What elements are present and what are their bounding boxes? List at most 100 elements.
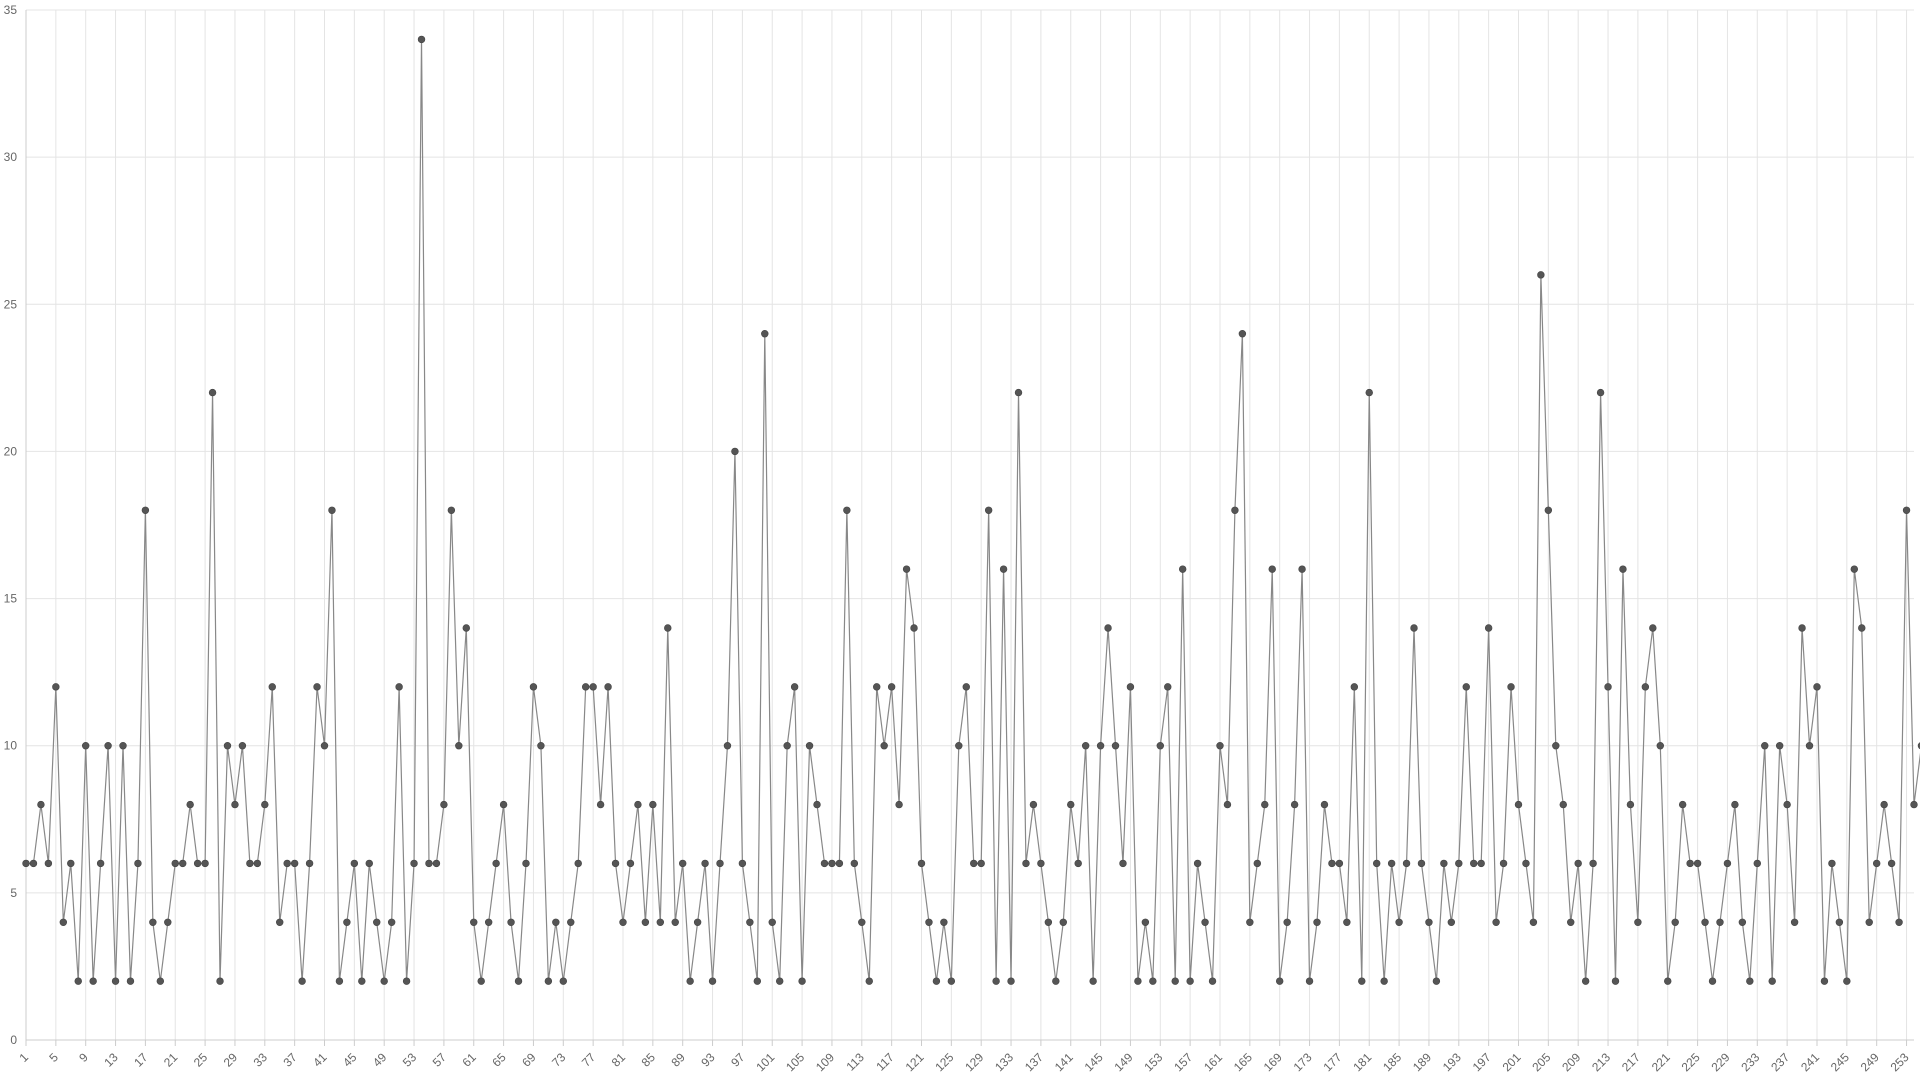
data-point[interactable] (1305, 977, 1314, 985)
data-point[interactable] (1462, 683, 1470, 691)
data-point[interactable] (492, 859, 500, 868)
data-point[interactable] (1298, 565, 1306, 573)
data-point[interactable] (343, 918, 351, 926)
data-point[interactable] (641, 918, 650, 926)
data-point[interactable] (843, 506, 851, 514)
data-point[interactable] (902, 565, 911, 573)
data-point[interactable] (313, 683, 321, 691)
data-point[interactable] (1052, 977, 1060, 985)
data-point[interactable] (477, 977, 485, 985)
data-point[interactable] (104, 742, 112, 750)
data-point[interactable] (1007, 977, 1015, 985)
data-point[interactable] (552, 918, 560, 926)
data-point[interactable] (193, 859, 202, 868)
data-point[interactable] (865, 977, 873, 985)
data-point[interactable] (410, 859, 418, 868)
data-point[interactable] (350, 859, 359, 868)
data-point[interactable] (1119, 859, 1127, 868)
data-point[interactable] (1880, 800, 1888, 809)
data-point[interactable] (253, 859, 262, 868)
data-point[interactable] (268, 683, 276, 691)
data-point[interactable] (723, 742, 732, 750)
data-point[interactable] (67, 859, 75, 868)
data-point[interactable] (1447, 918, 1456, 926)
data-point[interactable] (1619, 565, 1627, 573)
data-point[interactable] (776, 977, 784, 985)
data-point[interactable] (216, 977, 224, 985)
data-point[interactable] (925, 918, 933, 926)
data-point[interactable] (320, 742, 329, 750)
data-point[interactable] (74, 977, 82, 985)
data-point[interactable] (716, 859, 724, 868)
data-point[interactable] (1253, 859, 1262, 868)
data-point[interactable] (1522, 859, 1530, 868)
data-point[interactable] (1201, 918, 1209, 926)
data-point[interactable] (425, 859, 433, 868)
data-point[interactable] (1358, 977, 1366, 985)
data-point[interactable] (693, 918, 702, 926)
data-point[interactable] (1022, 859, 1030, 868)
data-point[interactable] (1798, 624, 1806, 632)
data-point[interactable] (1693, 859, 1702, 868)
data-point[interactable] (962, 683, 970, 691)
data-point[interactable] (1552, 742, 1560, 750)
data-point[interactable] (805, 742, 814, 750)
data-point[interactable] (1492, 918, 1500, 926)
data-point[interactable] (335, 977, 344, 985)
data-point[interactable] (664, 624, 672, 632)
data-point[interactable] (1186, 977, 1194, 985)
data-point[interactable] (813, 800, 821, 809)
data-point[interactable] (1037, 859, 1045, 868)
data-point[interactable] (1641, 683, 1650, 691)
data-point[interactable] (1701, 918, 1709, 926)
data-point[interactable] (1111, 742, 1120, 750)
data-point[interactable] (589, 683, 597, 691)
data-point[interactable] (1320, 800, 1329, 809)
data-point[interactable] (887, 683, 896, 691)
data-point[interactable] (1455, 859, 1463, 868)
data-point[interactable] (1768, 977, 1776, 985)
data-point[interactable] (1895, 918, 1903, 926)
data-point[interactable] (1350, 683, 1359, 691)
data-point[interactable] (783, 742, 791, 750)
data-point[interactable] (276, 918, 284, 926)
data-point[interactable] (1731, 800, 1739, 809)
data-point[interactable] (574, 859, 582, 868)
data-point[interactable] (858, 918, 866, 926)
data-point[interactable] (380, 977, 388, 985)
data-point[interactable] (462, 624, 470, 632)
data-point[interactable] (873, 683, 881, 691)
data-point[interactable] (499, 800, 508, 809)
data-point[interactable] (1902, 506, 1911, 514)
data-point[interactable] (171, 859, 179, 868)
data-point[interactable] (686, 977, 694, 985)
data-point[interactable] (1529, 918, 1538, 926)
data-point[interactable] (1537, 271, 1545, 279)
data-point[interactable] (156, 977, 165, 985)
data-point[interactable] (581, 683, 590, 691)
data-point[interactable] (1328, 859, 1336, 868)
data-point[interactable] (1223, 800, 1232, 809)
data-point[interactable] (1074, 859, 1082, 868)
data-point[interactable] (201, 859, 209, 868)
data-point[interactable] (1417, 859, 1426, 868)
data-point[interactable] (835, 859, 844, 868)
data-point[interactable] (626, 859, 635, 868)
data-point[interactable] (1634, 918, 1642, 926)
data-point[interactable] (387, 918, 396, 926)
data-point[interactable] (1753, 859, 1761, 868)
data-point[interactable] (1387, 859, 1396, 868)
data-point[interactable] (1104, 624, 1112, 632)
data-point[interactable] (59, 918, 68, 926)
data-point[interactable] (358, 977, 366, 985)
data-point[interactable] (1805, 742, 1814, 750)
data-point[interactable] (1813, 683, 1821, 691)
data-point[interactable] (1268, 565, 1276, 573)
data-point[interactable] (1290, 800, 1299, 809)
data-point[interactable] (447, 506, 456, 514)
data-point[interactable] (1865, 918, 1873, 926)
data-point[interactable] (1193, 859, 1202, 868)
data-point[interactable] (1746, 977, 1754, 985)
data-point[interactable] (820, 859, 829, 868)
data-point[interactable] (1708, 977, 1717, 985)
